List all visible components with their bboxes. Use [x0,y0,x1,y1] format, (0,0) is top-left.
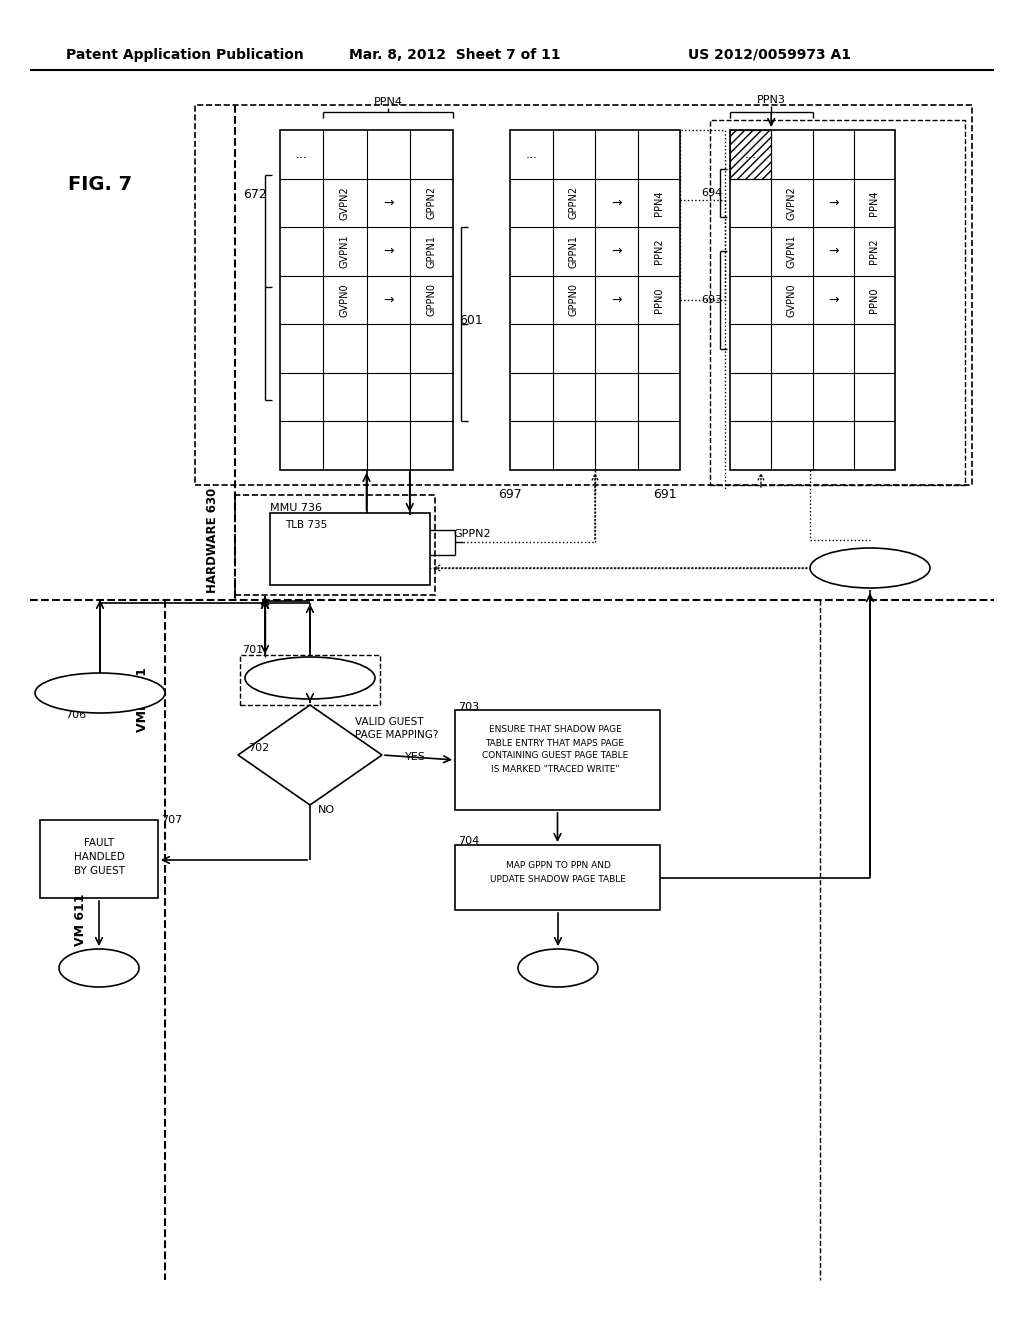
Bar [234,495,435,595]
Text: 706: 706 [65,710,86,719]
Text: DONE: DONE [82,961,117,974]
Text: GPPN2: GPPN2 [568,186,579,219]
Text: →: → [611,197,622,210]
Text: GVPN2: GVPN2 [340,186,350,219]
Text: 705: 705 [840,550,861,561]
Text: RETRY ACCESS: RETRY ACCESS [828,564,911,573]
Text: Patent Application Publication: Patent Application Publication [67,48,304,62]
Text: GPPN0: GPPN0 [568,284,579,317]
Text: VM 611: VM 611 [74,894,86,946]
Text: GPPN0: GPPN0 [426,284,436,317]
Text: ...: ... [296,148,307,161]
Text: GVPN1: GVPN1 [786,235,797,268]
Text: PPN2: PPN2 [869,239,880,264]
Text: UPDATE SHADOW PAGE TABLE: UPDATE SHADOW PAGE TABLE [490,874,626,883]
Text: BY GUEST: BY GUEST [74,866,125,876]
Ellipse shape [35,673,165,713]
Bar [40,820,158,898]
Ellipse shape [245,657,375,700]
Text: PAGE MAPPING?: PAGE MAPPING? [355,730,438,741]
Text: IS MARKED "TRACED WRITE": IS MARKED "TRACED WRITE" [490,764,620,774]
Text: DONE: DONE [541,961,575,974]
Text: 703: 703 [458,702,479,711]
Text: GPPN2: GPPN2 [426,186,436,219]
Text: Mar. 8, 2012  Sheet 7 of 11: Mar. 8, 2012 Sheet 7 of 11 [349,48,561,62]
Text: GPPN2: GPPN2 [454,529,490,539]
Ellipse shape [810,548,930,587]
Text: 672: 672 [243,189,267,202]
Text: ...: ... [744,148,757,161]
Bar [710,120,965,484]
Text: 601: 601 [459,314,483,326]
Text: 694: 694 [701,187,723,198]
Text: FAULT: FAULT [84,838,114,847]
Text: →: → [827,246,839,257]
Text: ENSURE THAT SHADOW PAGE: ENSURE THAT SHADOW PAGE [488,726,622,734]
Text: GUEST ACCESS: GUEST ACCESS [60,688,140,698]
Text: →: → [383,246,393,257]
Polygon shape [238,705,382,805]
Text: 704: 704 [458,836,479,846]
Text: ...: ... [525,148,538,161]
Text: →: → [611,246,622,257]
Text: US 2012/0059973 A1: US 2012/0059973 A1 [688,48,852,62]
Bar [455,710,660,810]
Text: GVPN0: GVPN0 [340,284,350,317]
Text: PPN4: PPN4 [653,190,664,215]
Text: GVPN0: GVPN0 [786,284,797,317]
Text: GPPN1: GPPN1 [568,235,579,268]
Bar [280,129,453,470]
Text: NO: NO [318,805,335,814]
Text: MAP GPPN TO PPN AND: MAP GPPN TO PPN AND [506,862,610,870]
Bar [730,129,895,470]
Bar [455,845,660,909]
Text: VALID GUEST: VALID GUEST [355,717,424,727]
Text: TABLE ENTRY THAT MAPS PAGE: TABLE ENTRY THAT MAPS PAGE [485,738,625,747]
Text: →: → [383,197,393,210]
Text: →: → [383,293,393,306]
Text: 693: 693 [701,294,723,305]
Text: →: → [611,293,622,306]
Ellipse shape [59,949,139,987]
Text: CONTAINING GUEST PAGE TABLE: CONTAINING GUEST PAGE TABLE [482,751,628,760]
Text: PPN3: PPN3 [757,95,785,106]
Text: →: → [827,293,839,306]
Bar [510,129,680,470]
Text: MMU 736: MMU 736 [270,503,322,513]
Bar [240,655,380,705]
Ellipse shape [518,949,598,987]
Text: 701: 701 [242,645,263,655]
Text: FIG. 7: FIG. 7 [68,176,132,194]
Text: PPN4: PPN4 [374,96,402,107]
Bar [270,513,430,585]
Text: TLB 735: TLB 735 [285,520,328,531]
Bar [730,129,771,178]
Text: HANDLED: HANDLED [74,851,125,862]
Text: 707: 707 [161,814,182,825]
Text: 702: 702 [248,743,269,752]
Text: →: → [827,197,839,210]
Text: 691: 691 [653,488,677,502]
Text: PPN4: PPN4 [869,190,880,215]
Text: PPN2: PPN2 [653,239,664,264]
Text: PPN0: PPN0 [869,288,880,313]
Bar [195,106,972,484]
Text: GVPN1: GVPN1 [340,235,350,268]
Text: PPN0: PPN0 [653,288,664,313]
Text: HARDWARE 630: HARDWARE 630 [207,487,219,593]
Text: GPPN1: GPPN1 [426,235,436,268]
Text: PAGE FAULT: PAGE FAULT [275,672,344,685]
Text: YES: YES [406,752,426,762]
Bar [680,129,725,300]
Text: 697: 697 [498,488,522,502]
Text: VMM 621: VMM 621 [135,668,148,733]
Text: GVPN2: GVPN2 [786,186,797,219]
